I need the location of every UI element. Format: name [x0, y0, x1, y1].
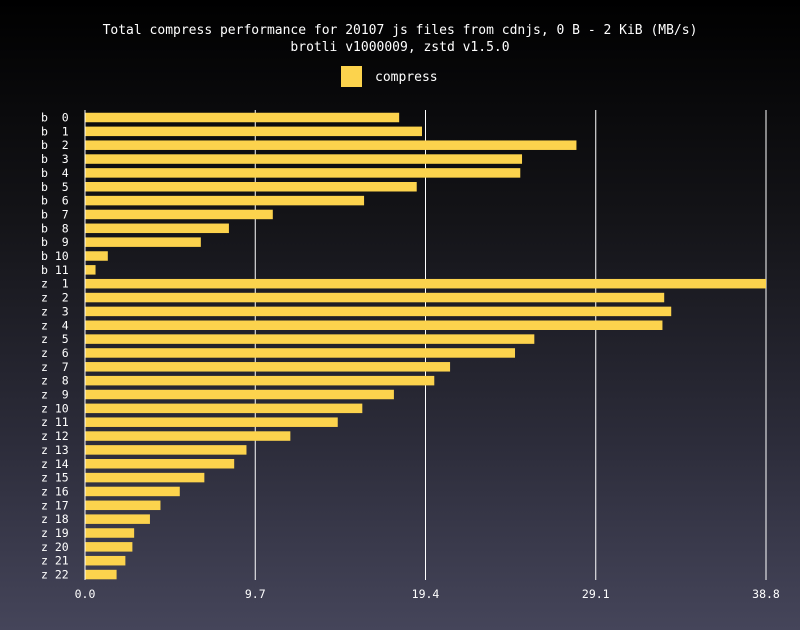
category-label: b 0 — [41, 111, 69, 125]
bar — [85, 209, 273, 220]
category-label: b 6 — [41, 194, 69, 208]
bar — [85, 348, 516, 358]
category-label: z 5 — [41, 332, 69, 346]
category-label: b 8 — [41, 221, 69, 235]
category-label: z 2 — [41, 291, 69, 305]
bar — [85, 126, 422, 137]
bar — [85, 431, 291, 441]
category-label: z 16 — [41, 484, 69, 498]
bar — [85, 459, 235, 469]
category-label: z 6 — [41, 346, 69, 360]
bar — [85, 112, 400, 123]
bar — [85, 306, 672, 317]
bar — [85, 251, 108, 261]
category-label: z 19 — [41, 526, 69, 540]
bar — [85, 278, 766, 289]
bar — [85, 223, 229, 234]
bar — [85, 569, 117, 580]
bar — [85, 389, 394, 400]
category-label: z 15 — [41, 471, 69, 485]
bar — [85, 292, 665, 303]
x-tick-labels: 0.0 9.7 19.4 29.1 38.8 — [75, 587, 780, 601]
category-label: b 1 — [41, 124, 69, 138]
bar — [85, 334, 535, 344]
bar — [85, 375, 435, 386]
bar — [85, 555, 126, 566]
category-label: z 22 — [41, 568, 69, 582]
bar — [85, 472, 205, 483]
category-label: z 17 — [41, 498, 69, 512]
bar — [85, 195, 365, 206]
legend: compress — [341, 66, 438, 87]
chart-subtitle: brotli v1000009, zstd v1.5.0 — [290, 40, 509, 55]
bar — [85, 154, 523, 164]
bar — [85, 320, 663, 330]
bar — [85, 265, 96, 275]
bar — [85, 500, 161, 511]
category-label: b 10 — [41, 249, 69, 263]
x-tick-label: 9.7 — [245, 587, 266, 601]
bar — [85, 528, 135, 538]
legend-label: compress — [375, 70, 438, 85]
category-label: b 2 — [41, 138, 69, 152]
category-label: z 12 — [41, 429, 69, 443]
category-label: z 1 — [41, 277, 69, 291]
bar — [85, 514, 150, 524]
category-label: b 5 — [41, 180, 69, 194]
bar — [85, 182, 417, 192]
category-label: z 20 — [41, 540, 69, 554]
category-label: z 18 — [41, 512, 69, 526]
category-label: z 9 — [41, 388, 69, 402]
category-label: z 7 — [41, 360, 69, 374]
bar — [85, 542, 133, 552]
category-label: b 4 — [41, 166, 69, 180]
bar — [85, 140, 577, 150]
x-tick-label: 29.1 — [582, 587, 610, 601]
category-label: b 3 — [41, 152, 69, 166]
legend-swatch — [341, 66, 362, 87]
chart-title: Total compress performance for 20107 js … — [103, 23, 698, 38]
bar — [85, 403, 363, 414]
category-label: z 4 — [41, 318, 69, 332]
category-label: z 10 — [41, 401, 69, 415]
x-tick-label: 19.4 — [412, 587, 440, 601]
category-label: z 8 — [41, 374, 69, 388]
category-labels: b 0b 1b 2b 3b 4b 5b 6b 7b 8b 9b 10b 11z … — [41, 111, 69, 582]
x-tick-label: 38.8 — [752, 587, 780, 601]
category-label: z 14 — [41, 457, 69, 471]
grid — [254, 110, 767, 580]
bar — [85, 445, 247, 455]
category-label: b 9 — [41, 235, 69, 249]
bar — [85, 417, 338, 427]
bar — [85, 486, 180, 497]
category-label: z 3 — [41, 304, 69, 318]
category-label: b 11 — [41, 263, 69, 277]
bar — [85, 168, 521, 178]
x-tick-label: 0.0 — [75, 587, 96, 601]
bar — [85, 237, 201, 247]
category-label: z 13 — [41, 443, 69, 457]
bars — [85, 112, 766, 580]
bar — [85, 362, 451, 372]
category-label: z 11 — [41, 415, 69, 429]
category-label: b 7 — [41, 207, 69, 221]
category-label: z 21 — [41, 554, 69, 568]
